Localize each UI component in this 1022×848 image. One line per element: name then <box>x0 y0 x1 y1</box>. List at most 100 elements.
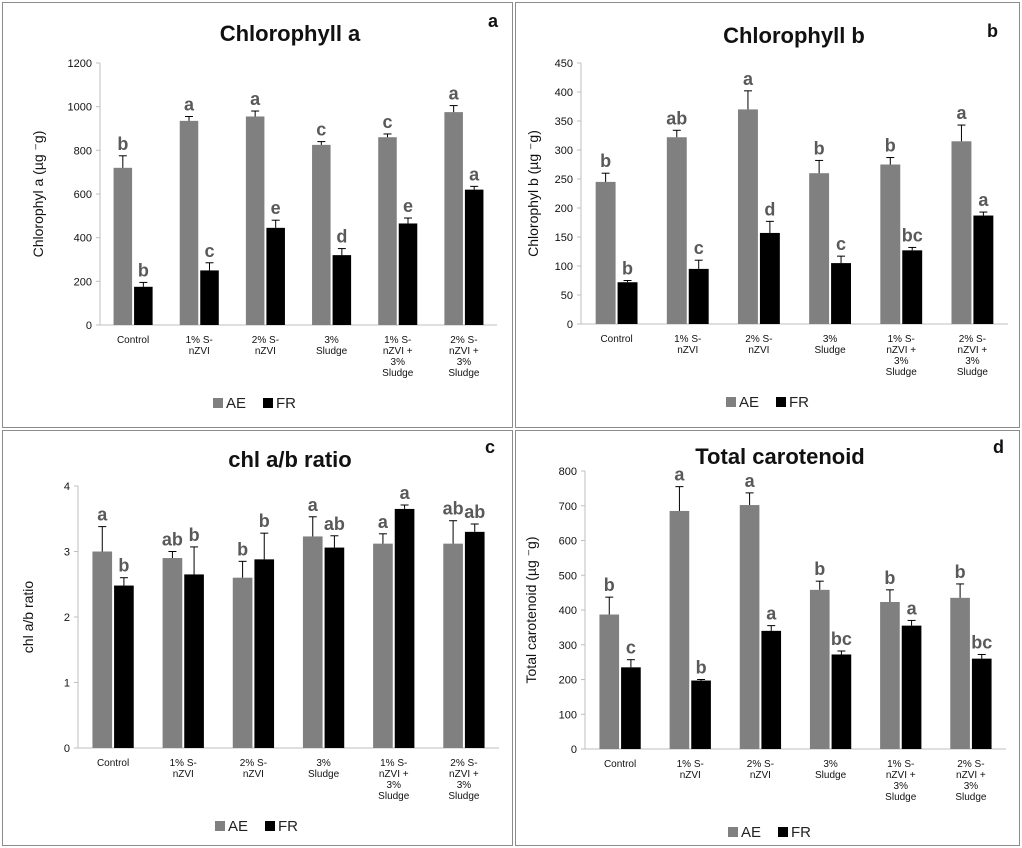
significance-letter: b <box>622 259 633 279</box>
significance-letter: b <box>814 559 825 579</box>
legend-swatch-fr <box>776 397 786 407</box>
y-axis-label: Chlorophyl b (µg ⁻g) <box>525 130 541 257</box>
x-tick-label-line: nZVI <box>748 345 769 356</box>
chart-panel-a: Chlorophyll a a 0 200 400 600 800 1000 1200 Chlor… <box>2 2 513 428</box>
y-tick-label: 800 <box>559 466 577 478</box>
significance-letter: b <box>604 575 615 595</box>
legend-swatch-ae <box>726 397 736 407</box>
bar-fr-1 <box>691 680 711 749</box>
x-tick-label-line: nZVI <box>750 770 771 781</box>
bar-fr-1 <box>688 268 709 324</box>
significance-letter: b <box>885 136 896 156</box>
x-tick-label-line: nZVI + <box>449 346 479 357</box>
x-tick-label-line: Sludge <box>308 769 340 780</box>
x-tick-label-line: Sludge <box>378 791 410 802</box>
x-tick-label-line: Sludge <box>886 367 918 378</box>
y-tick-label: 0 <box>571 744 577 756</box>
x-tick-label-line: Sludge <box>885 792 917 803</box>
legend-label-fr: FR <box>276 395 296 412</box>
bar-ae-0 <box>599 614 620 749</box>
bar-fr-0 <box>617 282 638 324</box>
y-tick-label: 1000 <box>68 102 92 114</box>
x-tick-label-line: nZVI <box>680 770 701 781</box>
significance-letter: c <box>694 238 704 258</box>
x-tick-label: 3% Sludge <box>308 758 340 780</box>
significance-letter: a <box>308 495 319 515</box>
y-tick-label: 700 <box>559 501 577 513</box>
significance-letter: c <box>836 234 846 254</box>
significance-letter: b <box>117 134 128 154</box>
bar-fr-3 <box>831 654 852 749</box>
significance-letter: c <box>626 638 636 658</box>
significance-letter: b <box>955 562 966 582</box>
significance-letter: bc <box>971 632 992 652</box>
x-tick-label-line: 2% S- <box>959 334 986 345</box>
bar-ae-0 <box>595 181 616 324</box>
bar-ae-5 <box>950 597 970 749</box>
legend-label-ae: AE <box>741 824 761 841</box>
bar-ae-0 <box>92 551 113 748</box>
x-tick-label: 2% S-nZVI +3% Sludge <box>957 334 989 378</box>
y-tick-label: 200 <box>559 675 577 687</box>
bar-fr-2 <box>266 227 285 325</box>
x-tick-label-line: 3% <box>391 357 406 368</box>
y-tick-label: 400 <box>74 233 92 245</box>
bar-ae-2 <box>739 505 760 749</box>
chart-title: chl a/b ratio <box>228 447 351 472</box>
y-tick-label: 300 <box>555 145 573 157</box>
x-tick-label-line: nZVI + <box>886 345 916 356</box>
chart-title: Chlorophyll a <box>220 21 361 46</box>
x-tick-label-line: nZVI <box>677 345 698 356</box>
chart-panel-d: Total carotenoid d 0 100 200 300 400 500 600 700 8… <box>515 430 1020 846</box>
y-tick-label: 450 <box>555 58 573 70</box>
bar-ae-3 <box>312 144 331 325</box>
x-tick-label-line: Control <box>117 335 149 346</box>
significance-letter: ab <box>324 514 345 534</box>
x-tick-label-line: Sludge <box>955 792 987 803</box>
bar-ae-4 <box>880 602 900 749</box>
y-tick-label: 0 <box>86 320 92 332</box>
bar-fr-5 <box>464 189 484 325</box>
significance-letter: a <box>745 471 756 491</box>
x-tick-label-line: Sludge <box>382 368 414 379</box>
chart-b-svg: Chlorophyll b b 0 50 100 150 200 250 300 350 400 45… <box>525 21 1008 411</box>
x-tick-label: 1% S-nZVI +3% Sludge <box>886 334 918 378</box>
x-tick-label: 2% S-nZVI +3% Sludge <box>448 758 480 802</box>
x-tick-label-line: 1% S- <box>887 759 914 770</box>
significance-letter: a <box>743 69 754 89</box>
y-tick-label: 500 <box>559 570 577 582</box>
significance-letter: a <box>674 465 685 485</box>
x-tick-label-line: 2% S- <box>747 759 774 770</box>
legend-swatch-ae <box>215 821 225 831</box>
x-tick-label: 2% S-nZVI <box>745 334 772 356</box>
legend-label-ae: AE <box>226 395 246 412</box>
x-tick-label-line: Sludge <box>448 791 480 802</box>
significance-letter: a <box>449 84 460 104</box>
bar-ae-1 <box>669 510 690 749</box>
y-axis-label: Total carotenoid (µg ⁻g) <box>523 537 539 684</box>
x-tick-label-line: 1% S- <box>677 759 704 770</box>
y-tick-label: 200 <box>74 276 92 288</box>
x-tick-label-line: 3% <box>457 780 472 791</box>
x-tick-label-line: 2% S- <box>745 334 772 345</box>
y-tick-label: 2 <box>64 612 70 624</box>
x-tick-label-line: Control <box>97 758 129 769</box>
y-tick-label: 0 <box>64 743 70 755</box>
x-tick-label: 2% S-nZVI <box>252 335 279 357</box>
bar-fr-3 <box>332 255 352 325</box>
x-tick-label-line: 2% S- <box>252 335 279 346</box>
x-tick-label-line: 3% <box>324 335 339 346</box>
legend-label-fr: FR <box>278 818 298 835</box>
x-tick-label: 2% S-nZVI <box>240 758 267 780</box>
significance-letter: b <box>884 568 895 588</box>
x-tick-label: 1% S-nZVI +3% Sludge <box>885 759 917 803</box>
significance-letter: a <box>378 512 389 532</box>
x-tick-label-line: Control <box>600 334 632 345</box>
x-tick-label-line: Sludge <box>815 770 847 781</box>
chart-panel-b: Chlorophyll b b 0 50 100 150 200 250 300 350 400 45… <box>515 2 1020 428</box>
bar-fr-5 <box>973 215 994 324</box>
chart-title: Total carotenoid <box>695 444 865 469</box>
bar-ae-4 <box>373 543 393 748</box>
significance-letter: b <box>237 539 248 559</box>
significance-letter: b <box>259 511 270 531</box>
